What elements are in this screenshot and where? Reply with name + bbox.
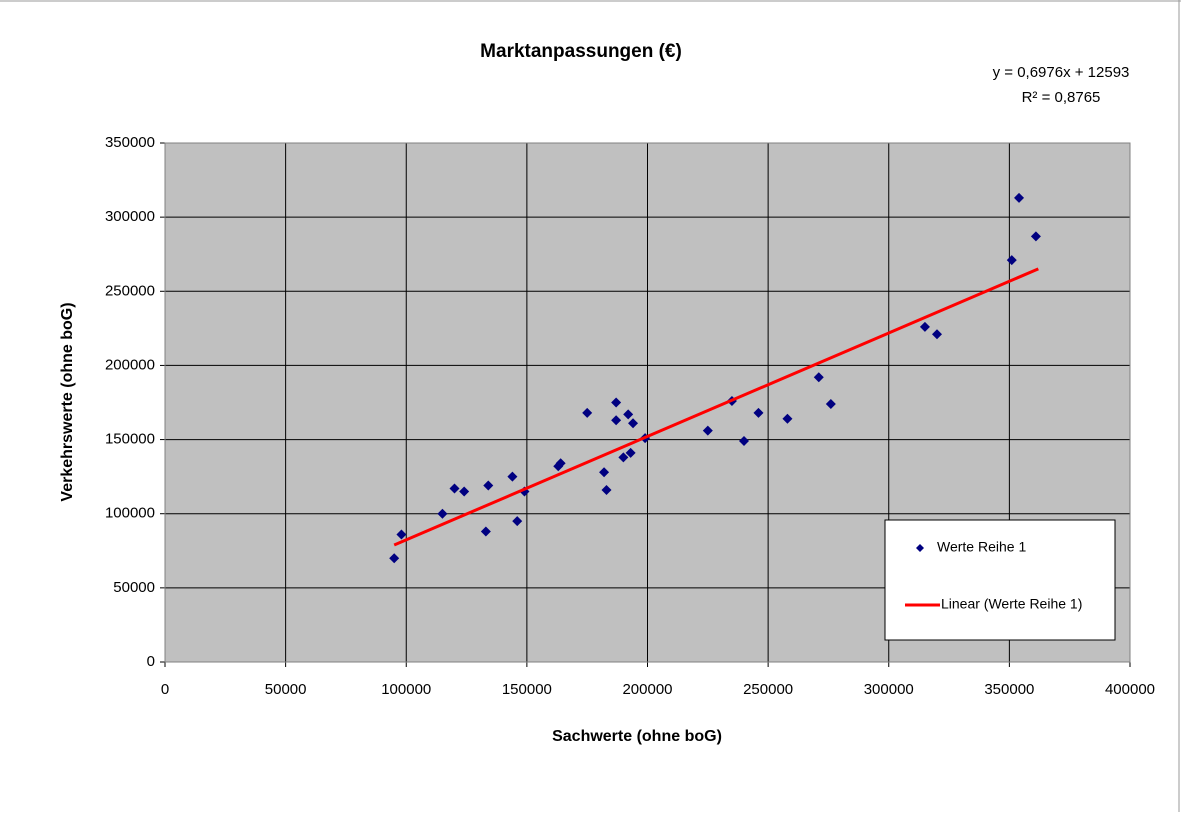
point [483,480,494,491]
x-tick-label: 50000 [265,681,307,698]
plot-border [164,142,1131,663]
point [389,553,400,564]
x-tick-label: 200000 [622,681,672,698]
trend-line [393,267,1039,547]
point [628,418,639,429]
point [739,436,749,447]
chart-title: Marktanpassungen (€) [480,41,682,62]
point [1006,255,1017,266]
x-tick-label: 0 [161,681,169,698]
x-tick-label: 350000 [984,681,1034,698]
x-axis-label: Sachwerte (ohne boG) [552,728,722,745]
x-tick-label: 400000 [1105,681,1155,698]
point [582,407,593,418]
point [932,329,942,340]
x-tick-label: 250000 [743,681,793,698]
y-tick-label: 350000 [105,134,155,151]
legend: Werte Reihe 1 Linear (Werte Reihe 1) [884,519,1116,641]
x-tick-label: 100000 [381,681,431,698]
x-tick-label: 150000 [502,681,552,698]
point [507,471,518,482]
point [618,452,629,463]
point [555,458,566,469]
point [611,397,622,408]
x-tick-label: 300000 [864,681,914,698]
legend-box [884,519,1116,641]
point [512,516,523,527]
point [702,425,713,436]
y-tick-label: 0 [147,653,155,670]
legend-label: Werte Reihe 1 [937,539,1026,555]
point [825,398,836,409]
point [396,529,407,540]
point [623,409,634,420]
point [1014,192,1025,203]
y-tick-label: 250000 [105,282,155,299]
y-tick-label: 200000 [105,356,155,373]
y-axis-label: Verkehrswerte (ohne boG) [59,302,76,501]
point [919,321,930,332]
point [1030,231,1041,242]
point [782,413,793,424]
point [753,407,764,418]
point [437,508,448,519]
point [611,415,622,426]
point [459,486,470,497]
annotation: R² = 0,8765 [1022,89,1101,106]
legend-marker [916,544,924,552]
y-tick-label: 50000 [113,579,155,596]
y-tick-label: 300000 [105,208,155,225]
point [449,483,460,494]
y-tick-label: 150000 [105,431,155,448]
point [599,467,610,478]
point [601,484,612,495]
point [813,372,824,383]
legend-label: Linear (Werte Reihe 1) [941,596,1082,612]
point [480,526,491,537]
annotation: y = 0,6976x + 12593 [993,64,1130,81]
y-tick-label: 100000 [105,505,155,522]
point [625,447,636,458]
